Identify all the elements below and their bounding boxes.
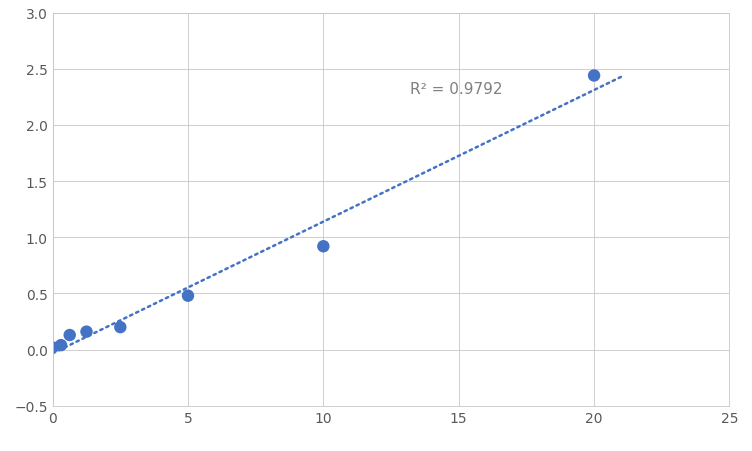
Point — [80, 328, 92, 336]
Point — [182, 292, 194, 299]
Text: R² = 0.9792: R² = 0.9792 — [410, 82, 502, 97]
Point — [64, 331, 76, 339]
Point — [55, 342, 67, 349]
Point — [317, 243, 329, 250]
Point — [114, 324, 126, 331]
Point — [47, 344, 59, 351]
Point — [588, 73, 600, 80]
